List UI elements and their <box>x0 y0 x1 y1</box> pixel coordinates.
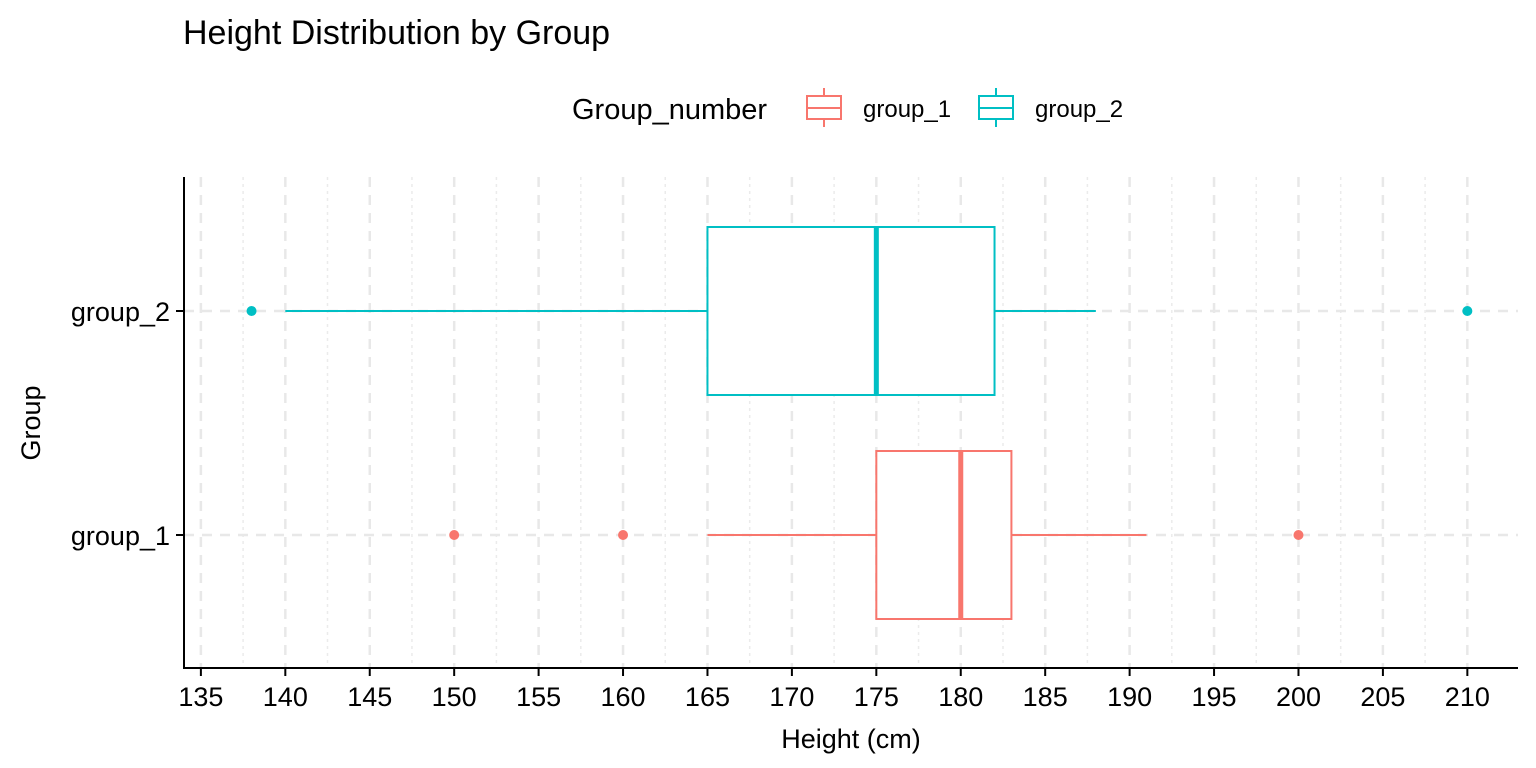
outlier-point <box>1462 306 1473 316</box>
x-tick-label: 185 <box>1023 682 1068 712</box>
x-tick-label: 155 <box>516 682 561 712</box>
y-tick-label: group_2 <box>71 297 170 327</box>
x-tick-label: 165 <box>685 682 730 712</box>
x-axis-title: Height (cm) <box>781 724 921 754</box>
chart-title: Height Distribution by Group <box>183 14 610 52</box>
legend-label: group_2 <box>1035 96 1123 123</box>
x-tick-label: 175 <box>854 682 899 712</box>
legend-key-group_2 <box>978 88 1014 127</box>
box-series <box>246 226 1473 620</box>
box-group_1 <box>449 450 1304 620</box>
iqr-box <box>875 450 1013 620</box>
legend-label: group_1 <box>863 96 951 123</box>
x-tick-label: 170 <box>769 682 814 712</box>
x-tick-label: 205 <box>1360 682 1405 712</box>
x-tick-label: 180 <box>938 682 983 712</box>
legend: Group_number group_1 group_2 <box>572 88 1123 127</box>
x-tick-label: 190 <box>1107 682 1152 712</box>
x-tick-label: 150 <box>432 682 477 712</box>
outlier-point <box>449 530 460 540</box>
y-tick-label: group_1 <box>71 521 170 551</box>
outlier-point <box>246 306 257 316</box>
x-tick-label: 210 <box>1445 682 1490 712</box>
x-tick-label: 195 <box>1192 682 1237 712</box>
outlier-point <box>618 530 629 540</box>
legend-title: Group_number <box>572 94 767 126</box>
y-axis-title: Group <box>16 385 46 460</box>
x-tick-label: 160 <box>601 682 646 712</box>
x-tick-label: 140 <box>263 682 308 712</box>
x-tick-label: 145 <box>347 682 392 712</box>
x-tick-label: 200 <box>1276 682 1321 712</box>
x-tick-label: 135 <box>178 682 223 712</box>
iqr-box <box>706 226 996 396</box>
outlier-point <box>1293 530 1304 540</box>
box-group_2 <box>246 226 1473 396</box>
axes: 135 140 145 150 155 160 165 170 175 180 185 190 195 2… <box>71 177 1518 712</box>
legend-key-group_1 <box>806 88 842 127</box>
